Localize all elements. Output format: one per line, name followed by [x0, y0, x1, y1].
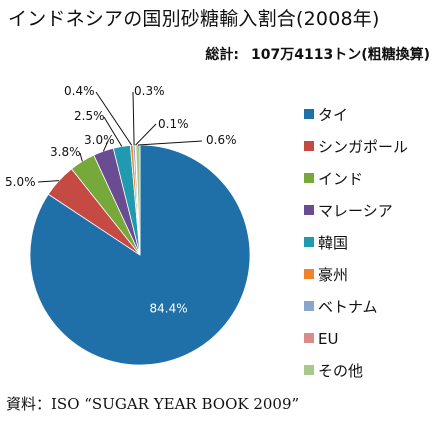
slice-label-9: 0.6%: [206, 133, 237, 147]
legend-label-9: その他: [318, 362, 363, 380]
leader-line-5: [103, 116, 123, 147]
leader-line-8: [135, 123, 157, 146]
leader-line-2: [37, 180, 59, 183]
legend-swatch-2: [304, 141, 314, 151]
total-label: 総計:: [205, 47, 239, 63]
legend-swatch-9: [304, 365, 314, 375]
slice-label-5: 2.5%: [74, 109, 105, 123]
legend-swatch-4: [304, 205, 314, 215]
chart-title: インドネシアの国別砂糖輸入割合(2008年): [8, 8, 380, 30]
slice-labels: 84.4% 5.0% 3.8%3.0% 2.5% 0.4% 0.3% 0.1% 0.6%: [5, 84, 237, 315]
slice-label-7: 0.3%: [134, 84, 165, 98]
pie-slices: [29, 144, 251, 366]
slice-label-3: 3.8%: [50, 145, 81, 159]
legend-label-7: ベトナム: [318, 298, 378, 316]
slice-label-4: 3.0%: [84, 133, 115, 147]
slice-label-8: 0.1%: [158, 117, 189, 131]
source-note: 資料：ISO “SUGAR YEAR BOOK 2009”: [6, 395, 300, 413]
leader-line-9: [137, 140, 203, 146]
legend-swatch-3: [304, 173, 314, 183]
legend-label-3: インド: [318, 170, 363, 188]
leader-line-7: [132, 91, 135, 146]
legend-label-4: マレーシア: [318, 202, 393, 220]
legend-label-6: 豪州: [318, 266, 348, 284]
slice-label-1: 84.4%: [150, 301, 188, 315]
legend-label-2: シンガポール: [318, 138, 408, 156]
slice-label-2: 5.0%: [5, 175, 36, 189]
legend-swatch-7: [304, 301, 314, 311]
legend-label-8: EU: [318, 330, 338, 348]
total-annotation: 総計: 107万4113トン(粗糖換算): [205, 44, 430, 64]
legend-swatch-6: [304, 269, 314, 279]
leader-lines: [37, 91, 203, 183]
legend-swatch-5: [304, 237, 314, 247]
legend-label-1: タイ: [318, 106, 348, 124]
leader-line-3: [79, 152, 83, 162]
total-value: 107万4113トン(粗糖換算): [251, 47, 430, 63]
leader-line-4: [102, 140, 109, 152]
legend-swatch-8: [304, 333, 314, 343]
leader-line-6: [95, 91, 133, 146]
legend-swatch-1: [304, 109, 314, 119]
slice-label-6: 0.4%: [64, 84, 95, 98]
legend-label-5: 韓国: [318, 234, 348, 252]
